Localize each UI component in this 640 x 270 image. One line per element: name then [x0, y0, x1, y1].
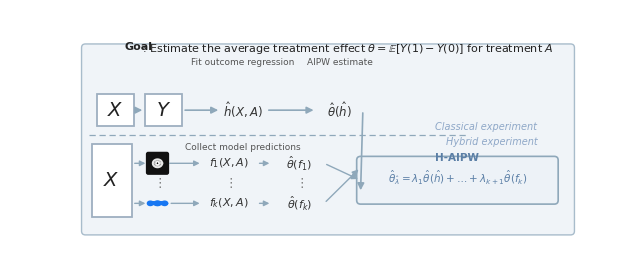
FancyBboxPatch shape: [145, 94, 182, 126]
Text: $\hat{h}(X,A)$: $\hat{h}(X,A)$: [223, 100, 262, 120]
Text: $\hat{\theta}(f_k)$: $\hat{\theta}(f_k)$: [287, 194, 312, 212]
FancyBboxPatch shape: [92, 144, 132, 217]
Text: Hybrid experiment: Hybrid experiment: [445, 137, 537, 147]
Text: $f_k(X,A)$: $f_k(X,A)$: [209, 197, 248, 210]
Text: $\vdots$: $\vdots$: [295, 176, 304, 190]
Text: H-AIPW: H-AIPW: [435, 153, 479, 163]
Text: $f_1(X,A)$: $f_1(X,A)$: [209, 157, 249, 170]
Text: Fit outcome regression: Fit outcome regression: [191, 58, 294, 67]
FancyBboxPatch shape: [356, 156, 558, 204]
Text: $\hat{\theta}_{\hat{\lambda}} = \lambda_1\hat{\theta}(\hat{h}) + \ldots + \lambd: $\hat{\theta}_{\hat{\lambda}} = \lambda_…: [388, 168, 527, 186]
Text: $X$: $X$: [104, 171, 120, 190]
FancyBboxPatch shape: [146, 152, 169, 175]
Text: Goal: Goal: [124, 42, 152, 52]
Text: $\hat{\theta}(\hat{h})$: $\hat{\theta}(\hat{h})$: [327, 100, 352, 120]
FancyBboxPatch shape: [81, 44, 575, 235]
Text: $\vdots$: $\vdots$: [225, 176, 233, 190]
Text: AIPW estimate: AIPW estimate: [307, 58, 372, 67]
FancyBboxPatch shape: [97, 94, 134, 126]
Text: $Y$: $Y$: [156, 101, 172, 120]
Text: : Estimate the average treatment effect $\theta = \mathbb{E}[Y(1) - Y(0)]$ for t: : Estimate the average treatment effect …: [142, 42, 554, 56]
Text: Classical experiment: Classical experiment: [435, 122, 537, 132]
Text: $X$: $X$: [108, 101, 124, 120]
Text: $\hat{\theta}(f_1)$: $\hat{\theta}(f_1)$: [287, 154, 312, 172]
Text: Collect model predictions: Collect model predictions: [185, 143, 301, 152]
Text: $\vdots$: $\vdots$: [153, 176, 162, 190]
